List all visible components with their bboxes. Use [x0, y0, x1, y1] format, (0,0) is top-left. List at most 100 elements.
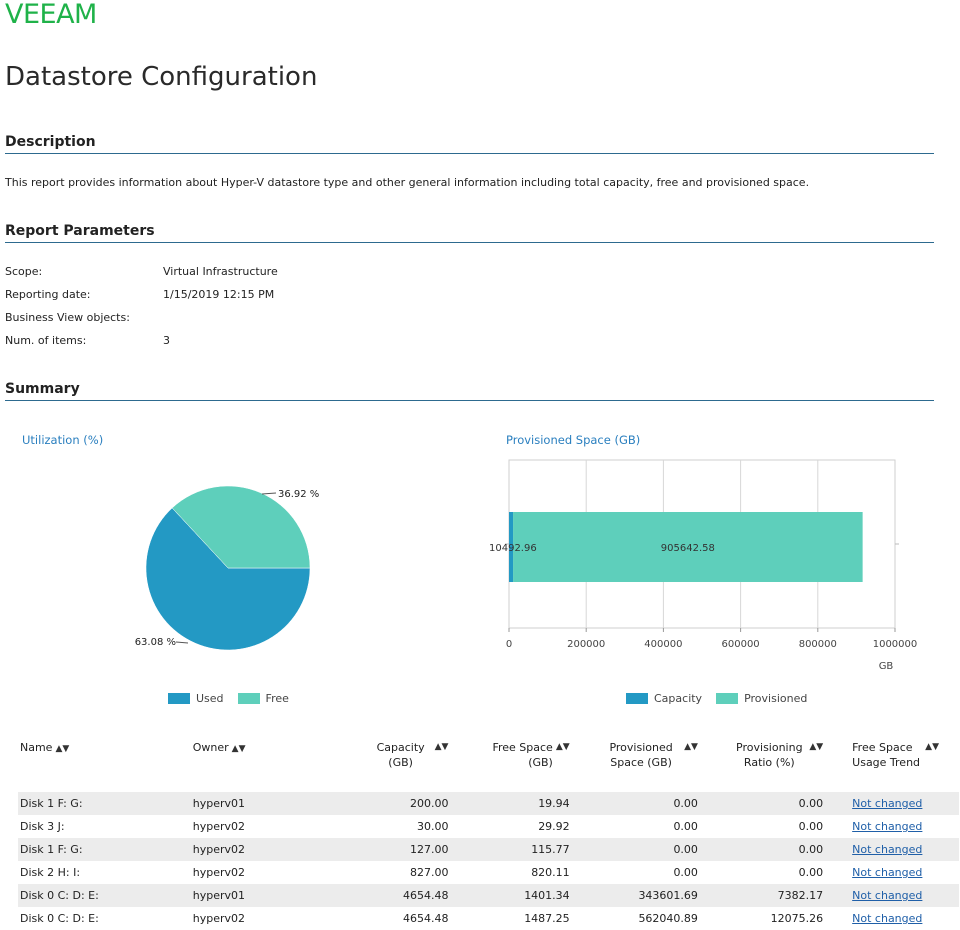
- legend-item-capacity: Capacity: [626, 692, 702, 705]
- description-text: This report provides information about H…: [5, 176, 810, 189]
- logo-text: VEEAM: [5, 2, 97, 28]
- cell-usage-trend: Not changed: [825, 838, 959, 861]
- bar-capacity: [509, 512, 514, 582]
- column-header-free-space[interactable]: Free Space (GB) ▲▼: [450, 736, 571, 792]
- column-header-provisioned-space[interactable]: Provisioned Space (GB) ▲▼: [572, 736, 700, 792]
- cell-free-space: 1487.25: [524, 912, 570, 925]
- cell-provisioning-ratio: 0.00: [699, 792, 826, 815]
- pie-label-free: 36.92 %: [278, 489, 319, 500]
- veeam-logo: VEEAM: [5, 0, 121, 32]
- legend-label-capacity: Capacity: [654, 692, 703, 705]
- sort-icon[interactable]: ▲▼: [434, 742, 449, 752]
- column-header-name[interactable]: Name ▲▼: [18, 736, 191, 792]
- cell-provisioning-ratio: 0.00: [699, 838, 826, 861]
- cell-name: Disk 1 F: G:: [18, 838, 191, 861]
- cell-free-space: 820.11: [531, 866, 570, 879]
- sort-icon[interactable]: ▲▼: [55, 744, 70, 754]
- bar-x-tick-label: 400000: [644, 639, 682, 650]
- cell-name: Disk 3 J:: [20, 820, 65, 833]
- cell-provisioned-space: 0.00: [673, 820, 698, 833]
- usage-trend-link[interactable]: Not changed: [852, 797, 923, 810]
- table-row: Disk 3 J: hyperv02 30.00 29.92 0.00 0.00…: [18, 815, 959, 838]
- cell-usage-trend: Not changed: [825, 907, 959, 930]
- column-header-owner[interactable]: Owner ▲▼: [191, 736, 323, 792]
- param-value: 3: [163, 334, 170, 347]
- sort-icon[interactable]: ▲▼: [684, 742, 698, 752]
- table-row: Disk 0 C: D: E: hyperv02 4654.48 1487.25…: [18, 907, 959, 930]
- provisioned-bar-chart: 0 200000 400000 600000 800000 1000000 10492.96…: [489, 459, 917, 672]
- usage-trend-link[interactable]: Not changed: [852, 912, 923, 925]
- column-header-label: Owner: [192, 741, 229, 754]
- legend-label-provisioned: Provisioned: [744, 692, 808, 705]
- cell-capacity: 827.00: [409, 866, 449, 879]
- table-row: Disk 2 H: I: hyperv02 827.00 820.11 0.00…: [18, 861, 959, 884]
- cell-name: Disk 2 H: I:: [20, 866, 81, 879]
- pie-slice-free: [171, 485, 311, 569]
- cell-free-space: 29.92: [538, 820, 570, 833]
- cell-capacity: 127.00: [322, 838, 451, 861]
- cell-usage-trend: Not changed: [825, 815, 959, 838]
- legend-swatch-free: [237, 693, 260, 704]
- sort-icon[interactable]: ▲▼: [809, 742, 824, 752]
- cell-provisioned-space: 343601.69: [571, 884, 700, 907]
- legend-swatch-provisioned: [716, 693, 739, 704]
- cell-owner: hyperv02: [192, 866, 246, 879]
- usage-trend-link[interactable]: Not changed: [852, 889, 923, 902]
- bar-x-tick-label: 200000: [567, 639, 605, 650]
- legend-item-used: Used: [168, 692, 224, 705]
- cell-name: Disk 1 F: G:: [18, 792, 191, 815]
- cell-owner: hyperv01: [190, 792, 323, 815]
- column-header-label: Provisioning Ratio (%): [736, 741, 803, 769]
- param-value: 1/15/2019 12:15 PM: [163, 288, 275, 301]
- sort-icon[interactable]: ▲▼: [231, 744, 246, 754]
- bar-value-label-provisioned: 905642.58: [661, 543, 715, 554]
- cell-capacity: 200.00: [322, 792, 451, 815]
- usage-trend-link[interactable]: Not changed: [852, 866, 923, 879]
- sort-icon[interactable]: ▲▼: [555, 742, 570, 752]
- pie-label-leader-used: [175, 641, 189, 644]
- sort-icon[interactable]: ▲▼: [925, 742, 939, 752]
- utilization-legend: Used Free: [168, 692, 303, 705]
- cell-provisioning-ratio: 0.00: [798, 820, 824, 833]
- cell-provisioned-space: 562040.89: [638, 912, 698, 925]
- column-header-label: Provisioned Space (GB): [609, 741, 673, 769]
- provisioned-chart-title: Provisioned Space (GB): [506, 433, 641, 447]
- cell-provisioning-ratio: 12075.26: [770, 912, 824, 925]
- column-header-usage-trend[interactable]: Free Space Usage Trend ▲▼: [825, 736, 959, 792]
- usage-trend-link[interactable]: Not changed: [852, 843, 923, 856]
- cell-name: Disk 0 C: D: E:: [18, 884, 191, 907]
- column-header-capacity[interactable]: Capacity (GB) ▲▼: [323, 736, 451, 792]
- pie-label-used: 63.08 %: [135, 637, 176, 648]
- bar-x-tick-label: 600000: [722, 639, 760, 650]
- param-label: Business View objects:: [5, 311, 130, 324]
- column-header-provisioning-ratio[interactable]: Provisioning Ratio (%) ▲▼: [700, 736, 825, 792]
- cell-owner: hyperv01: [190, 884, 323, 907]
- legend-label-used: Used: [196, 692, 224, 705]
- usage-trend-link[interactable]: Not changed: [852, 820, 923, 833]
- cell-free-space: 115.77: [450, 838, 572, 861]
- cell-name: Disk 0 C: D: E:: [20, 912, 99, 925]
- cell-capacity: 4654.48: [322, 884, 451, 907]
- bar-provisioned: [513, 512, 863, 582]
- legend-label-free: Free: [265, 692, 289, 705]
- cell-usage-trend: Not changed: [825, 861, 959, 884]
- table-row: Disk 0 C: D: E: hyperv01 4654.48 1401.34…: [18, 884, 959, 907]
- legend-item-free: Free: [237, 692, 289, 705]
- column-header-label: Free Space Usage Trend: [852, 741, 921, 769]
- cell-capacity: 30.00: [416, 820, 449, 833]
- cell-provisioned-space: 0.00: [673, 866, 698, 879]
- cell-owner: hyperv02: [192, 820, 246, 833]
- param-scope: Scope: Virtual Infrastructure: [5, 265, 278, 278]
- param-business-view: Business View objects:: [5, 311, 163, 324]
- provisioned-legend: Capacity Provisioned: [626, 692, 821, 705]
- bar-value-label-capacity: 10492.96: [489, 543, 537, 554]
- param-label: Reporting date:: [5, 288, 91, 301]
- param-value: Virtual Infrastructure: [163, 265, 278, 278]
- summary-heading: Summary: [5, 381, 80, 397]
- cell-free-space: 19.94: [450, 792, 572, 815]
- table-row: Disk 1 F: G: hyperv02 127.00 115.77 0.00…: [18, 838, 959, 861]
- datastore-table: Name ▲▼ Owner ▲▼ Capacity (GB) ▲▼ Free Spac…: [18, 736, 959, 930]
- column-header-label: Free Space (GB): [492, 741, 553, 769]
- param-num-items: Num. of items: 3: [5, 334, 170, 347]
- cell-provisioned-space: 0.00: [571, 792, 700, 815]
